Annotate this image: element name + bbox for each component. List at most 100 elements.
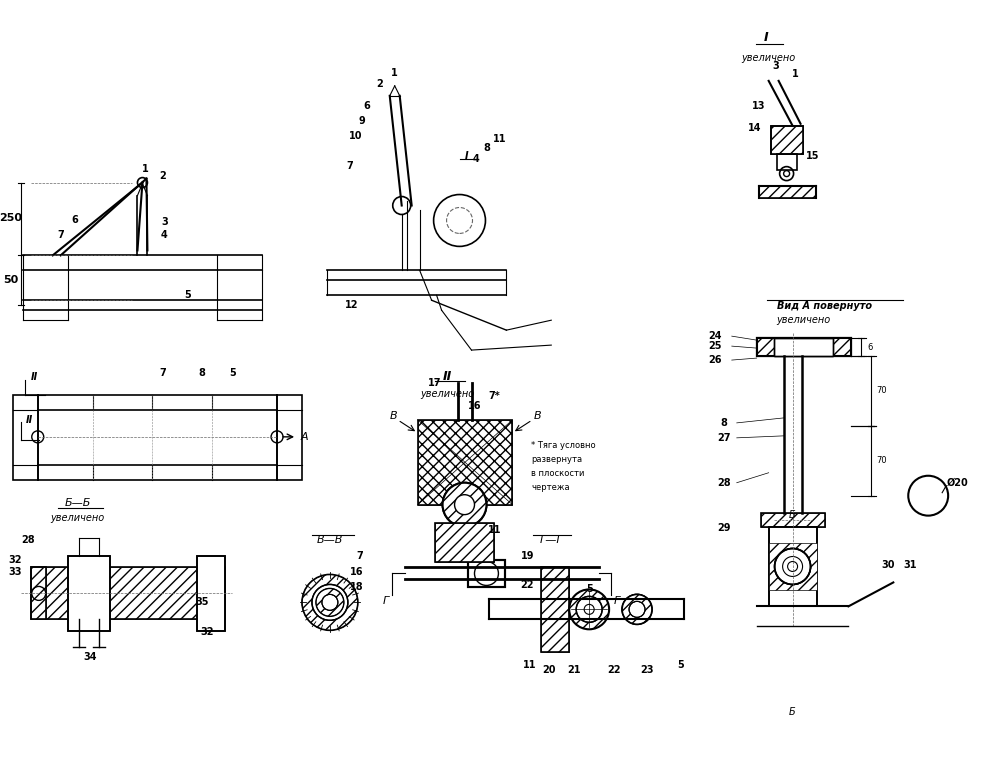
Bar xyxy=(13,395,38,480)
Bar xyxy=(769,543,817,591)
Text: 22: 22 xyxy=(521,581,534,591)
Text: 6: 6 xyxy=(71,216,78,226)
Bar xyxy=(197,555,225,631)
Text: Г: Г xyxy=(383,597,389,607)
Bar xyxy=(759,186,816,198)
Text: 26: 26 xyxy=(708,355,722,365)
Text: 32: 32 xyxy=(8,554,22,564)
Bar xyxy=(761,513,825,527)
Bar xyxy=(769,527,817,606)
Bar xyxy=(435,523,494,563)
Bar xyxy=(761,513,825,527)
Text: B: B xyxy=(390,411,398,421)
Text: 18: 18 xyxy=(350,582,364,592)
Circle shape xyxy=(569,589,609,629)
Bar xyxy=(757,338,851,356)
Text: увеличено: увеличено xyxy=(420,389,475,399)
Text: 16: 16 xyxy=(468,401,481,411)
Text: 70: 70 xyxy=(876,387,887,396)
Text: Б: Б xyxy=(789,510,796,520)
Text: 11: 11 xyxy=(493,134,506,144)
Text: 8: 8 xyxy=(720,418,727,428)
Text: 5: 5 xyxy=(678,660,684,670)
Text: 25: 25 xyxy=(708,341,722,351)
Text: 250: 250 xyxy=(0,213,22,223)
Text: 50: 50 xyxy=(3,276,18,286)
Text: 28: 28 xyxy=(717,477,731,487)
Text: 29: 29 xyxy=(717,523,731,533)
Text: 7: 7 xyxy=(57,230,64,240)
Text: 5: 5 xyxy=(184,290,191,300)
Bar xyxy=(277,395,302,480)
Text: 7: 7 xyxy=(346,161,353,171)
Circle shape xyxy=(316,588,344,616)
Text: 30: 30 xyxy=(882,561,895,571)
Text: развернута: развернута xyxy=(531,455,582,464)
Text: В—В: В—В xyxy=(317,534,343,544)
Text: увеличено: увеличено xyxy=(742,53,796,63)
Text: 33: 33 xyxy=(8,567,22,578)
Circle shape xyxy=(312,584,348,621)
Text: увеличено: увеличено xyxy=(776,315,831,325)
Text: 8: 8 xyxy=(483,142,490,152)
Text: 70: 70 xyxy=(876,457,887,465)
Text: A: A xyxy=(300,432,308,442)
Text: 4: 4 xyxy=(473,154,480,164)
Text: 1: 1 xyxy=(142,163,149,173)
Text: 9: 9 xyxy=(358,116,365,126)
Bar xyxy=(541,567,569,652)
Bar xyxy=(541,567,569,652)
Text: 21: 21 xyxy=(567,665,581,675)
Circle shape xyxy=(775,548,811,584)
Text: 7: 7 xyxy=(356,551,363,561)
Text: 10: 10 xyxy=(349,131,363,141)
Text: 6: 6 xyxy=(868,343,873,352)
Circle shape xyxy=(788,561,798,571)
Text: I: I xyxy=(763,32,768,45)
Text: 24: 24 xyxy=(708,331,722,341)
Circle shape xyxy=(302,574,358,631)
Text: в плоскости: в плоскости xyxy=(531,469,585,478)
Text: 8: 8 xyxy=(199,368,206,378)
Text: 3: 3 xyxy=(772,61,779,71)
Text: Г—Г: Г—Г xyxy=(539,534,563,544)
Text: II: II xyxy=(31,372,38,382)
Text: чертежа: чертежа xyxy=(531,484,570,492)
Text: 7*: 7* xyxy=(489,391,500,401)
Bar xyxy=(757,338,851,356)
Text: B: B xyxy=(534,411,541,421)
Circle shape xyxy=(629,601,645,618)
Text: Ø20: Ø20 xyxy=(947,477,969,487)
Text: 6: 6 xyxy=(363,101,370,111)
Bar xyxy=(769,527,817,606)
Bar xyxy=(31,567,46,619)
Bar xyxy=(771,126,803,154)
Text: 12: 12 xyxy=(345,300,359,310)
Text: II: II xyxy=(26,415,33,425)
Text: 7: 7 xyxy=(159,368,166,378)
Text: 11: 11 xyxy=(488,524,501,534)
Circle shape xyxy=(584,604,594,614)
Bar xyxy=(31,567,225,619)
Text: 2: 2 xyxy=(159,171,166,181)
Circle shape xyxy=(455,494,474,514)
Text: 11: 11 xyxy=(523,660,536,670)
Bar xyxy=(774,338,833,356)
Text: 35: 35 xyxy=(196,598,209,608)
Bar xyxy=(68,555,110,631)
Text: 16: 16 xyxy=(350,567,364,578)
Bar xyxy=(757,338,851,356)
Circle shape xyxy=(443,483,486,527)
Text: 13: 13 xyxy=(752,101,765,111)
Text: 17: 17 xyxy=(428,378,441,388)
Text: 5: 5 xyxy=(229,368,236,378)
Text: Б: Б xyxy=(789,707,796,717)
Bar xyxy=(774,338,833,356)
Bar xyxy=(197,555,225,631)
Circle shape xyxy=(622,594,652,624)
Text: Г: Г xyxy=(614,597,620,607)
Text: 1: 1 xyxy=(792,69,799,79)
Text: 22: 22 xyxy=(607,665,621,675)
Text: I: I xyxy=(465,151,468,161)
Text: 27: 27 xyxy=(717,433,731,443)
